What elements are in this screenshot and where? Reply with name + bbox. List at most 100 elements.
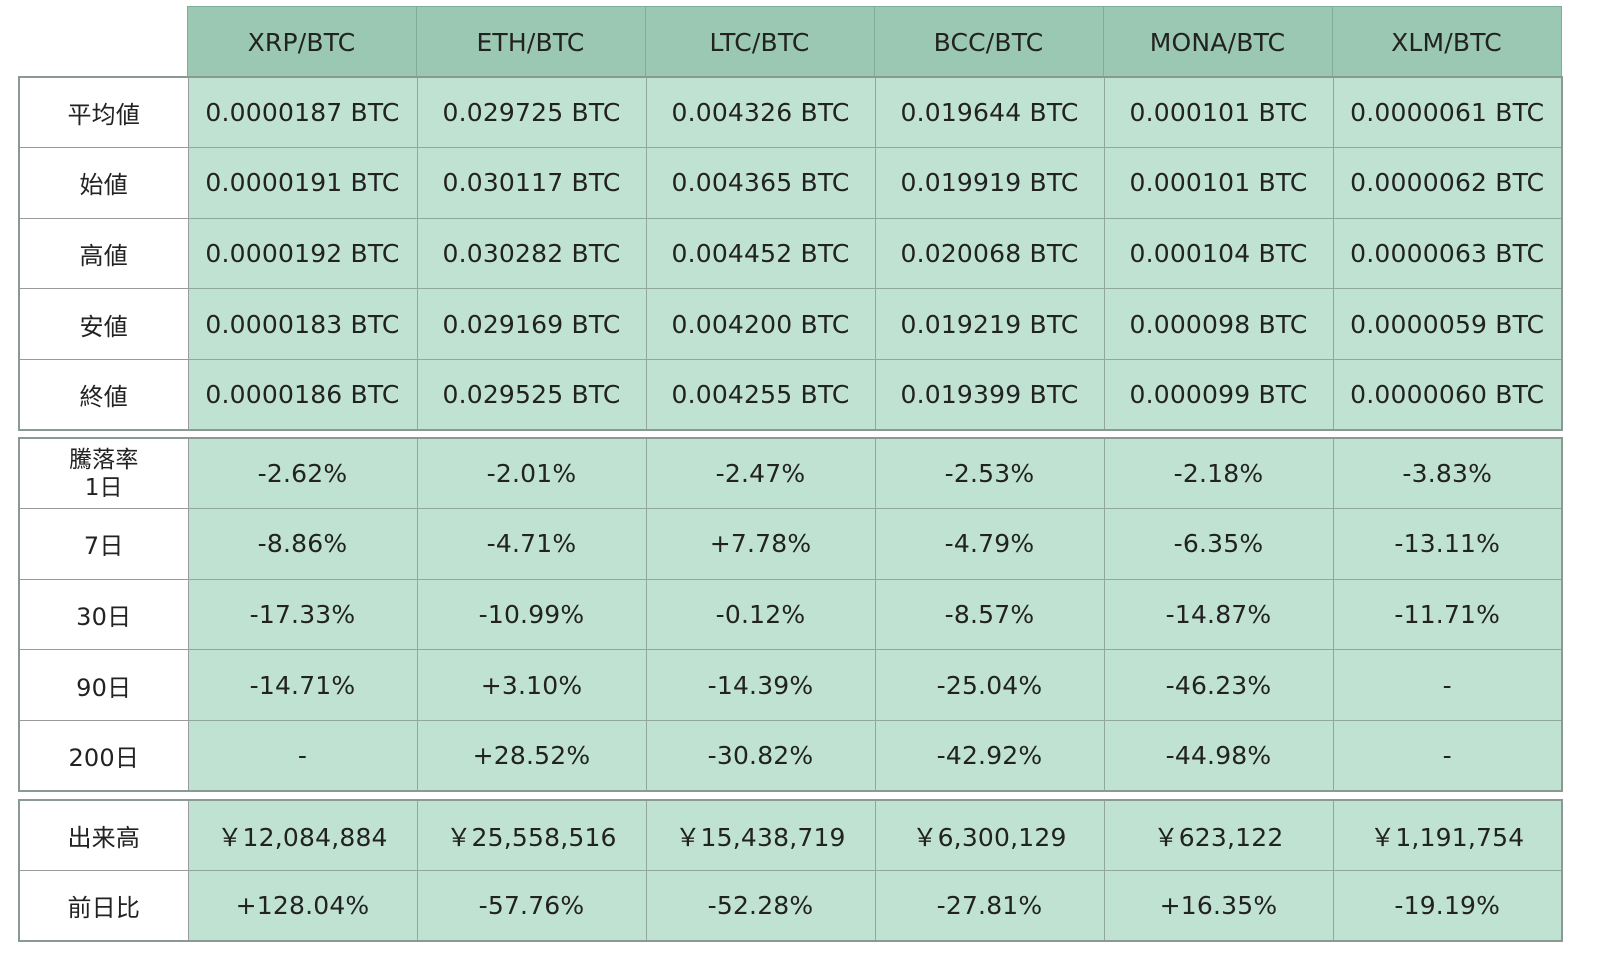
- value-cell: +28.52%: [416, 719, 647, 792]
- value-cell: 0.0000191 BTC: [187, 147, 418, 219]
- value-cell: 0.0000059 BTC: [1332, 288, 1563, 360]
- value-cell: 0.004326 BTC: [645, 76, 876, 149]
- value-cell: 0.030282 BTC: [416, 217, 647, 290]
- value-cell: -30.82%: [645, 719, 876, 792]
- value-cell: 0.000101 BTC: [1103, 76, 1334, 149]
- value-cell: 0.0000062 BTC: [1332, 147, 1563, 219]
- value-cell: 0.0000187 BTC: [187, 76, 418, 149]
- value-cell: 0.004255 BTC: [645, 358, 876, 431]
- table-row: 高値 0.0000192 BTC 0.030282 BTC 0.004452 B…: [18, 217, 1563, 290]
- value-cell: -13.11%: [1332, 508, 1563, 580]
- value-cell: -14.87%: [1103, 578, 1334, 651]
- row-label: 高値: [18, 217, 189, 290]
- value-cell: -3.83%: [1332, 437, 1563, 510]
- change-rate-group: 騰落率 1日 -2.62% -2.01% -2.47% -2.53% -2.18…: [18, 437, 1563, 792]
- value-cell: ￥15,438,719: [645, 799, 876, 872]
- value-cell: +128.04%: [187, 870, 418, 942]
- value-cell: -: [1332, 649, 1563, 721]
- value-cell: 0.0000192 BTC: [187, 217, 418, 290]
- value-cell: 0.000098 BTC: [1103, 288, 1334, 360]
- row-label: 前日比: [18, 870, 189, 942]
- value-cell: -17.33%: [187, 578, 418, 651]
- value-cell: 0.004452 BTC: [645, 217, 876, 290]
- value-cell: 0.0000183 BTC: [187, 288, 418, 360]
- value-cell: ￥12,084,884: [187, 799, 418, 872]
- table-row: 平均値 0.0000187 BTC 0.029725 BTC 0.004326 …: [18, 76, 1563, 149]
- value-cell: 0.000101 BTC: [1103, 147, 1334, 219]
- value-cell: -27.81%: [874, 870, 1105, 942]
- value-cell: -19.19%: [1332, 870, 1563, 942]
- value-cell: -: [187, 719, 418, 792]
- value-cell: ￥6,300,129: [874, 799, 1105, 872]
- value-cell: -44.98%: [1103, 719, 1334, 792]
- value-cell: 0.004365 BTC: [645, 147, 876, 219]
- value-cell: -11.71%: [1332, 578, 1563, 651]
- value-cell: 0.030117 BTC: [416, 147, 647, 219]
- value-cell: 0.000099 BTC: [1103, 358, 1334, 431]
- row-label: 騰落率 1日: [18, 437, 189, 510]
- table-row: 始値 0.0000191 BTC 0.030117 BTC 0.004365 B…: [18, 147, 1563, 219]
- value-cell: 0.019919 BTC: [874, 147, 1105, 219]
- row-label: 7日: [18, 508, 189, 580]
- table-row: 前日比 +128.04% -57.76% -52.28% -27.81% +16…: [18, 870, 1563, 942]
- table-row: 30日 -17.33% -10.99% -0.12% -8.57% -14.87…: [18, 578, 1563, 651]
- value-cell: 0.0000063 BTC: [1332, 217, 1563, 290]
- table-row: 安値 0.0000183 BTC 0.029169 BTC 0.004200 B…: [18, 288, 1563, 360]
- column-header: XRP/BTC: [186, 6, 417, 78]
- value-cell: -4.79%: [874, 508, 1105, 580]
- column-header: LTC/BTC: [644, 6, 875, 78]
- column-header: MONA/BTC: [1102, 6, 1333, 78]
- pair-header-row: XRP/BTC ETH/BTC LTC/BTC BCC/BTC MONA/BTC…: [18, 6, 1562, 78]
- value-cell: -4.71%: [416, 508, 647, 580]
- header-corner: [18, 7, 187, 78]
- value-cell: 0.0000186 BTC: [187, 358, 418, 431]
- value-cell: -10.99%: [416, 578, 647, 651]
- row-label: 始値: [18, 147, 189, 219]
- value-cell: -6.35%: [1103, 508, 1334, 580]
- value-cell: -2.18%: [1103, 437, 1334, 510]
- row-label: 30日: [18, 578, 189, 651]
- value-cell: 0.029525 BTC: [416, 358, 647, 431]
- value-cell: +3.10%: [416, 649, 647, 721]
- price-group: 平均値 0.0000187 BTC 0.029725 BTC 0.004326 …: [18, 76, 1563, 431]
- value-cell: ￥623,122: [1103, 799, 1334, 872]
- value-cell: -57.76%: [416, 870, 647, 942]
- row-label-line: 騰落率: [68, 446, 139, 473]
- value-cell: +16.35%: [1103, 870, 1334, 942]
- value-cell: +7.78%: [645, 508, 876, 580]
- value-cell: ￥25,558,516: [416, 799, 647, 872]
- row-label: 90日: [18, 649, 189, 721]
- value-cell: -: [1332, 719, 1563, 792]
- column-header: BCC/BTC: [873, 6, 1104, 78]
- value-cell: 0.019644 BTC: [874, 76, 1105, 149]
- row-label: 出来高: [18, 799, 189, 872]
- value-cell: -42.92%: [874, 719, 1105, 792]
- column-header: XLM/BTC: [1331, 6, 1562, 78]
- value-cell: ￥1,191,754: [1332, 799, 1563, 872]
- row-label: 200日: [18, 719, 189, 792]
- value-cell: 0.020068 BTC: [874, 217, 1105, 290]
- value-cell: -0.12%: [645, 578, 876, 651]
- value-cell: 0.004200 BTC: [645, 288, 876, 360]
- value-cell: -8.86%: [187, 508, 418, 580]
- row-label-line: 1日: [84, 474, 123, 501]
- table-row: 7日 -8.86% -4.71% +7.78% -4.79% -6.35% -1…: [18, 508, 1563, 580]
- value-cell: 0.000104 BTC: [1103, 217, 1334, 290]
- value-cell: 0.019399 BTC: [874, 358, 1105, 431]
- row-label: 平均値: [18, 76, 189, 149]
- value-cell: -2.47%: [645, 437, 876, 510]
- value-cell: -14.71%: [187, 649, 418, 721]
- table-row: 200日 - +28.52% -30.82% -42.92% -44.98% -: [18, 719, 1563, 792]
- value-cell: 0.0000061 BTC: [1332, 76, 1563, 149]
- value-cell: 0.0000060 BTC: [1332, 358, 1563, 431]
- value-cell: -2.01%: [416, 437, 647, 510]
- row-label: 安値: [18, 288, 189, 360]
- value-cell: -46.23%: [1103, 649, 1334, 721]
- value-cell: 0.029725 BTC: [416, 76, 647, 149]
- table-row: 90日 -14.71% +3.10% -14.39% -25.04% -46.2…: [18, 649, 1563, 721]
- column-header: ETH/BTC: [415, 6, 646, 78]
- value-cell: -25.04%: [874, 649, 1105, 721]
- value-cell: 0.029169 BTC: [416, 288, 647, 360]
- table-row: 騰落率 1日 -2.62% -2.01% -2.47% -2.53% -2.18…: [18, 437, 1563, 510]
